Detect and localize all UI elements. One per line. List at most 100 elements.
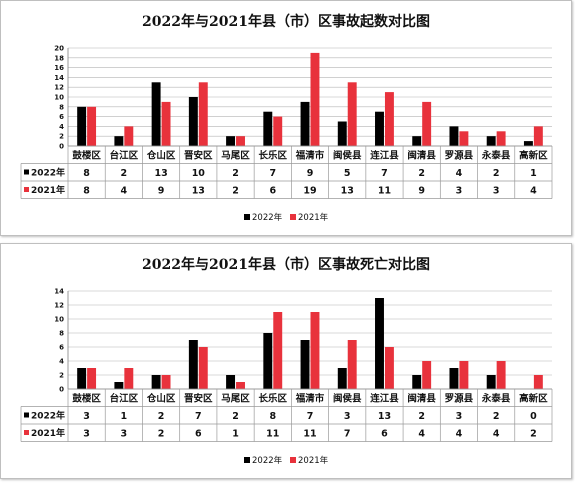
category-label: 晋安区 bbox=[184, 150, 213, 162]
bar-2022 bbox=[77, 106, 87, 146]
data-cell: 2 bbox=[493, 168, 500, 179]
bar-2022 bbox=[188, 340, 198, 389]
category-label: 永泰县 bbox=[481, 150, 511, 162]
data-cell: 4 bbox=[493, 429, 500, 440]
data-cell: 8 bbox=[83, 168, 90, 179]
bar-2021 bbox=[384, 347, 394, 389]
data-cell: 9 bbox=[418, 186, 425, 197]
data-cell: 2 bbox=[418, 411, 425, 422]
bar-2021 bbox=[422, 361, 432, 389]
bar-2022 bbox=[337, 368, 347, 389]
legend-swatch bbox=[244, 457, 250, 463]
bar-2021 bbox=[87, 368, 97, 389]
bar-2022 bbox=[375, 298, 384, 389]
bar-2021 bbox=[198, 82, 208, 146]
y-tick-label: 10 bbox=[54, 94, 64, 102]
data-cell: 4 bbox=[121, 186, 128, 197]
category-label: 高新区 bbox=[519, 393, 548, 405]
bar-2021 bbox=[198, 347, 208, 389]
data-cell: 3 bbox=[493, 186, 500, 197]
data-cell: 0 bbox=[530, 411, 537, 422]
data-cell: 8 bbox=[83, 186, 90, 197]
category-label: 马尾区 bbox=[221, 394, 250, 405]
category-label: 永泰县 bbox=[481, 393, 511, 405]
bar-2022 bbox=[523, 141, 533, 146]
legend-swatch bbox=[290, 457, 296, 463]
bar-2021 bbox=[124, 368, 134, 389]
data-cell: 2 bbox=[418, 168, 425, 179]
category-label: 马尾区 bbox=[221, 151, 250, 162]
bar-2021 bbox=[310, 312, 320, 389]
category-label: 仓山区 bbox=[146, 150, 176, 162]
data-cell: 3 bbox=[83, 429, 90, 440]
data-cell: 13 bbox=[192, 186, 205, 197]
bar-2021 bbox=[161, 101, 171, 146]
category-label: 闽侯县 bbox=[333, 393, 362, 405]
legend-label: 2021年 bbox=[298, 455, 329, 466]
bar-2021 bbox=[273, 116, 283, 146]
y-tick-label: 2 bbox=[59, 133, 64, 141]
category-label: 福清市 bbox=[295, 393, 325, 405]
data-cell: 2 bbox=[530, 429, 537, 440]
bar-2021 bbox=[347, 340, 357, 389]
data-cell: 6 bbox=[195, 429, 202, 440]
category-label: 连江县 bbox=[370, 393, 399, 405]
y-tick-label: 0 bbox=[59, 143, 64, 151]
bar-2021 bbox=[236, 136, 245, 146]
row-legend-key bbox=[24, 187, 29, 192]
y-tick-label: 6 bbox=[59, 113, 64, 121]
category-label: 闽侯县 bbox=[333, 150, 362, 162]
y-tick-label: 12 bbox=[54, 84, 64, 92]
bar-2022 bbox=[263, 111, 273, 146]
y-tick-label: 2 bbox=[59, 372, 64, 380]
data-cell: 1 bbox=[232, 429, 239, 440]
legend-swatch bbox=[290, 214, 296, 220]
bar-2022 bbox=[300, 101, 310, 146]
category-label: 福清市 bbox=[295, 150, 325, 162]
y-tick-label: 8 bbox=[59, 330, 64, 338]
category-label: 晋安区 bbox=[184, 393, 213, 405]
bar-2022 bbox=[188, 97, 198, 146]
bar-2022 bbox=[486, 136, 496, 146]
bar-2021 bbox=[459, 361, 469, 389]
bar-2022 bbox=[300, 340, 310, 389]
data-cell: 2 bbox=[158, 429, 165, 440]
data-cell: 7 bbox=[344, 429, 351, 440]
data-cell: 1 bbox=[530, 168, 537, 179]
category-label: 长乐区 bbox=[259, 393, 288, 405]
series-row-label: 2022年 bbox=[31, 410, 65, 422]
bar-2021 bbox=[533, 126, 543, 146]
bar-2021 bbox=[459, 131, 469, 146]
data-cell: 13 bbox=[378, 411, 391, 422]
series-row-label: 2021年 bbox=[31, 427, 65, 439]
legend-label: 2022年 bbox=[252, 212, 283, 223]
data-cell: 11 bbox=[303, 429, 316, 440]
y-tick-label: 0 bbox=[59, 386, 64, 394]
data-cell: 2 bbox=[121, 168, 128, 179]
data-cell: 1 bbox=[121, 411, 128, 422]
data-cell: 10 bbox=[192, 168, 206, 179]
bar-2022 bbox=[151, 82, 161, 146]
data-cell: 3 bbox=[344, 411, 351, 422]
y-tick-label: 14 bbox=[54, 74, 64, 82]
data-cell: 7 bbox=[307, 411, 314, 422]
chart-title: 2022年与2021年县（市）区事故起数对比图 bbox=[142, 13, 430, 30]
data-cell: 9 bbox=[307, 168, 314, 179]
data-cell: 4 bbox=[456, 429, 463, 440]
data-cell: 7 bbox=[269, 168, 276, 179]
bar-2021 bbox=[161, 375, 171, 389]
accidents-count-chart-panel: 2022年与2021年县（市）区事故起数对比图 0 2 4 6 8 10 12 14 16 18 20… bbox=[0, 0, 572, 236]
category-label: 台江区 bbox=[110, 393, 139, 405]
y-tick-label: 20 bbox=[54, 45, 64, 53]
y-tick-label: 16 bbox=[54, 64, 64, 72]
category-label: 鼓楼区 bbox=[72, 393, 101, 405]
y-tick-label: 8 bbox=[59, 103, 64, 111]
data-cell: 9 bbox=[158, 186, 165, 197]
data-cell: 3 bbox=[83, 411, 90, 422]
accidents-count-chart: 2022年与2021年县（市）区事故起数对比图02468101214161820… bbox=[20, 13, 553, 223]
y-tick-label: 4 bbox=[59, 123, 64, 131]
category-label: 仓山区 bbox=[146, 393, 176, 405]
bar-2022 bbox=[114, 136, 124, 146]
bar-2021 bbox=[422, 101, 432, 146]
